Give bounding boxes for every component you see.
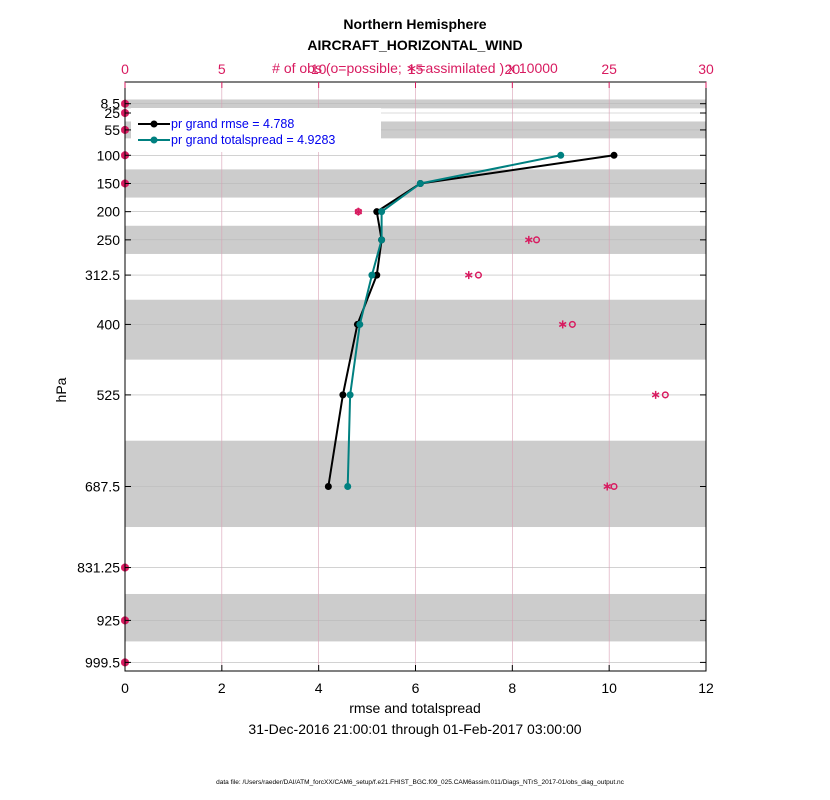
obs-assimilated-marker [558, 320, 567, 329]
y-tick-label: 525 [97, 387, 121, 403]
obs-possible-marker [532, 236, 541, 244]
y-axis-label: hPa [53, 377, 69, 402]
y-tick-label: 250 [97, 232, 121, 248]
y-tick-label: 312.5 [85, 267, 120, 283]
y-tick-label: 925 [97, 612, 121, 628]
star-stroke [354, 209, 363, 215]
x-tick-label: 10 [601, 680, 617, 696]
x-tick-label: 12 [698, 680, 714, 696]
x-tick-label: 8 [508, 680, 516, 696]
top-tick-label: 30 [698, 61, 714, 77]
star-stroke [651, 392, 660, 398]
obs-possible-marker [568, 320, 576, 328]
star-stroke [558, 321, 567, 328]
y-tick-label: 200 [97, 204, 121, 220]
star-stroke [603, 483, 612, 490]
x-tick-label: 4 [315, 680, 323, 696]
totalspread-point [416, 179, 424, 187]
x-axis-label: rmse and totalspread [349, 700, 481, 716]
legend-box [131, 108, 381, 152]
axes: 0 2 4 6 8 10 120 5 10 15 20 25 308.52555100150200250… [77, 61, 714, 696]
x-tick-label: 0 [121, 680, 129, 696]
totalspread-point [356, 320, 364, 328]
chart-subtitle: AIRCRAFT_HORIZONTAL_WIND [307, 37, 522, 53]
star-stroke [524, 237, 533, 243]
y-tick-label: 55 [104, 122, 120, 138]
obs-assimilated-marker [524, 235, 533, 244]
date-range: 31-Dec-2016 21:00:01 through 01-Feb-2017… [248, 721, 581, 737]
y-tick-label: 8.5 [101, 96, 121, 112]
y-tick-label: 999.5 [85, 654, 120, 670]
top-tick-label: 5 [218, 61, 226, 77]
chart-title: Northern Hemisphere [343, 16, 486, 32]
obs-possible-marker [661, 391, 669, 399]
legend-marker-spread [150, 136, 158, 144]
totalspread-point [378, 208, 386, 216]
data-file-footer: data file: /Users/raeder/DAI/ATM_forcXX/… [216, 779, 625, 786]
obs-assimilated-marker [464, 271, 473, 280]
rmse-point [373, 208, 381, 216]
totalspread-point [344, 483, 352, 491]
totalspread-point [368, 271, 376, 279]
rmse-point [610, 151, 618, 159]
legend: pr grand rmse = 4.788 pr grand totalspre… [131, 108, 381, 152]
top-tick-label: 10 [311, 61, 327, 77]
star-stroke [464, 272, 473, 278]
legend-entry-rmse: pr grand rmse = 4.788 [171, 117, 294, 131]
legend-entry-spread: pr grand totalspread = 4.9283 [171, 133, 335, 147]
obs-assimilated-marker [603, 482, 612, 491]
totalspread-point [346, 391, 354, 399]
top-tick-label: 25 [601, 61, 617, 77]
rmse-point [324, 483, 332, 491]
rmse-point [339, 391, 347, 399]
top-axis-label: # of obs (o=possible; ∗=assimilated ) x … [272, 60, 558, 76]
rmse-point [373, 271, 381, 279]
x-tick-label: 2 [218, 680, 226, 696]
y-tick-label: 400 [97, 316, 121, 332]
totalspread-line [346, 154, 561, 487]
legend-marker-rmse [150, 120, 158, 128]
top-tick-label: 15 [408, 61, 424, 77]
x-tick-label: 6 [412, 680, 420, 696]
y-tick-label: 100 [97, 147, 121, 163]
data-series [324, 151, 618, 491]
top-tick-label: 20 [505, 61, 521, 77]
obs-possible-marker [474, 271, 482, 279]
y-tick-label: 25 [104, 105, 120, 121]
top-tick-label: 0 [121, 61, 129, 77]
totalspread-point [378, 236, 386, 244]
y-tick-label: 150 [97, 175, 121, 191]
y-tick-label: 687.5 [85, 479, 120, 495]
obs-possible-marker [610, 482, 618, 491]
obs-assimilated-marker [354, 207, 363, 216]
obs-assimilated-marker [651, 390, 660, 399]
y-tick-label: 831.25 [77, 560, 120, 576]
totalspread-point [557, 151, 565, 159]
